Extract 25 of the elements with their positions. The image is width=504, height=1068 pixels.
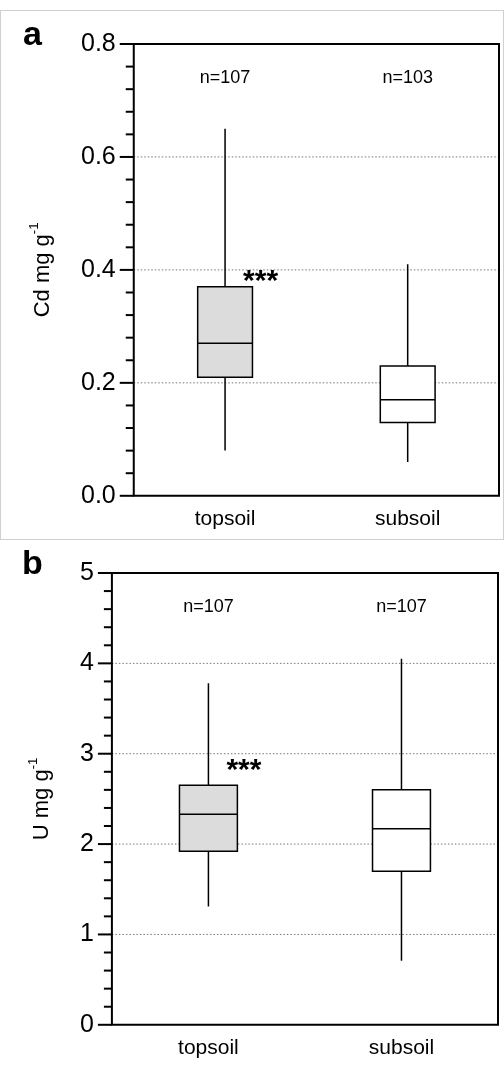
x-tick-label: subsoil xyxy=(375,506,441,530)
annotation: n=107 xyxy=(199,66,251,87)
chart-title: a xyxy=(23,14,43,53)
y-tick-label: 1 xyxy=(80,918,94,947)
y-tick-label: 0 xyxy=(80,1008,94,1037)
annotation: n=107 xyxy=(183,595,234,616)
chart-title: b xyxy=(22,543,43,582)
y-axis-title: Cd mg g-1 xyxy=(25,222,55,318)
y-tick-label: 0.0 xyxy=(80,479,116,508)
y-tick-label: 3 xyxy=(80,737,94,766)
y-tick-label: 4 xyxy=(80,647,94,676)
y-tick-label: 0.6 xyxy=(80,140,116,169)
y-tick-label: 0.8 xyxy=(80,27,116,56)
annotation: n=107 xyxy=(376,595,427,616)
x-tick-label: subsoil xyxy=(368,1035,435,1059)
annotation: *** xyxy=(243,262,279,296)
x-tick-label: topsoil xyxy=(178,1035,239,1059)
annotation: n=103 xyxy=(382,66,433,87)
y-tick-label: 0.2 xyxy=(80,366,116,395)
annotation: *** xyxy=(226,751,262,785)
x-tick-label: topsoil xyxy=(194,506,256,530)
y-axis-title: U mg g-1 xyxy=(24,757,54,841)
y-tick-label: 0.4 xyxy=(80,253,116,282)
y-tick-label: 5 xyxy=(80,556,94,585)
y-tick-label: 2 xyxy=(80,827,94,856)
